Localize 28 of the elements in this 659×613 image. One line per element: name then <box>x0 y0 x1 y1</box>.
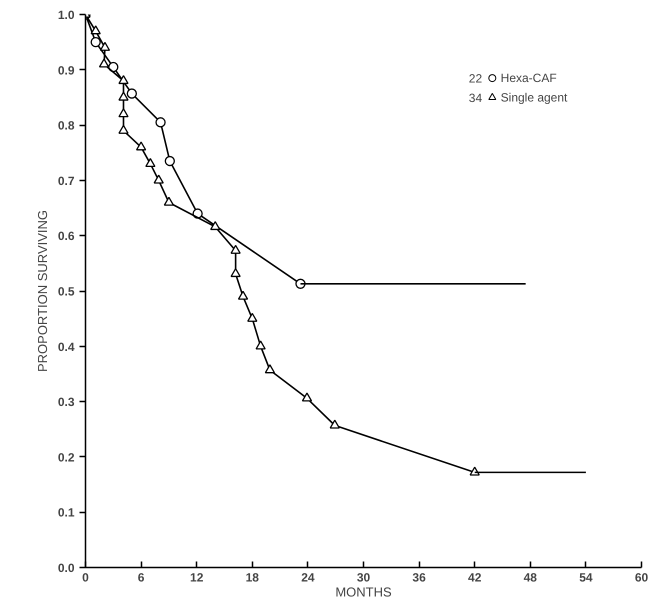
y-tick-label: 1.0 <box>58 8 75 22</box>
y-tick-label: 0.6 <box>58 229 75 244</box>
legend-label: Single agent <box>500 90 568 104</box>
y-tick-label: 0.4 <box>58 340 75 354</box>
y-tick-label: 0.2 <box>58 450 75 464</box>
x-tick-label: 12 <box>190 570 204 584</box>
annotation: 34 <box>468 90 482 105</box>
x-tick-label: 6 <box>138 570 145 584</box>
legend-label: Hexa-CAF <box>500 71 557 86</box>
y-tick-label: 0.8 <box>58 118 75 133</box>
y-axis-title: PROPORTION SURVIVING <box>34 210 50 372</box>
y-tick-label: 0.9 <box>58 63 75 78</box>
x-tick-label: 60 <box>634 570 648 584</box>
y-tick-label: 0.7 <box>58 174 75 188</box>
x-tick-label: 36 <box>412 570 426 584</box>
x-axis-title: MONTHS <box>335 584 392 600</box>
y-tick-label: 0.3 <box>58 395 75 410</box>
x-tick-label: 54 <box>579 570 593 584</box>
annotation: 22 <box>468 72 482 86</box>
y-tick-label: 0.1 <box>58 506 75 520</box>
y-tick-label: 0.0 <box>58 561 75 575</box>
y-tick-label: 0.5 <box>58 284 75 298</box>
x-tick-label: 18 <box>246 570 260 584</box>
x-tick-label: 0 <box>82 570 90 584</box>
x-tick-label: 42 <box>468 570 482 584</box>
x-tick-label: 48 <box>524 570 538 584</box>
x-tick-label: 30 <box>356 570 370 584</box>
x-tick-label: 24 <box>301 570 315 584</box>
